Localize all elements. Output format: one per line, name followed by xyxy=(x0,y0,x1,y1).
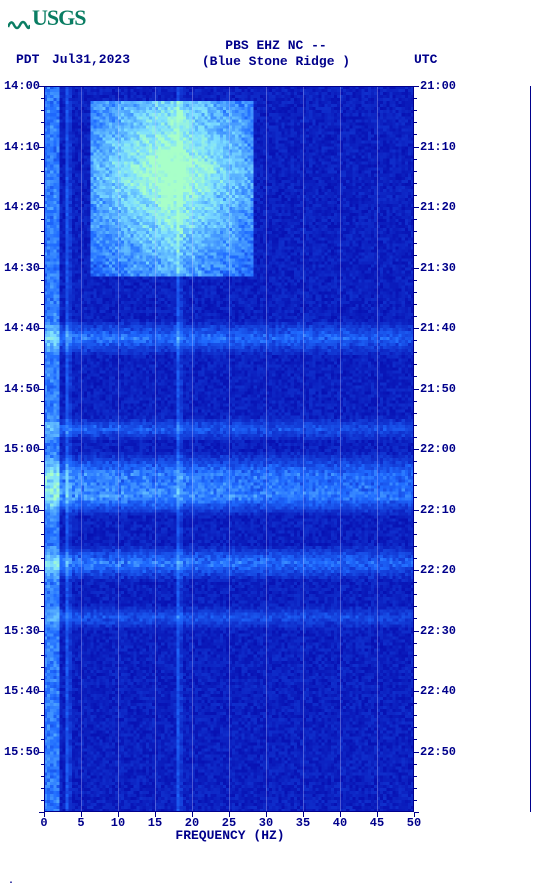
ytick-right: 21:20 xyxy=(420,200,456,214)
ytick-right: 22:50 xyxy=(420,745,456,759)
ytick-right: 22:20 xyxy=(420,563,456,577)
ytick-right: 22:30 xyxy=(420,624,456,638)
gridline xyxy=(340,86,341,812)
logo-text: USGS xyxy=(32,5,85,31)
ytick-left: 14:20 xyxy=(4,200,40,214)
gridline xyxy=(155,86,156,812)
ytick-right: 21:00 xyxy=(420,79,456,93)
ytick-left: 15:30 xyxy=(4,624,40,638)
gridline xyxy=(118,86,119,812)
gridline xyxy=(192,86,193,812)
ytick-left: 15:50 xyxy=(4,745,40,759)
ytick-right: 22:10 xyxy=(420,503,456,517)
footer-mark: . xyxy=(8,876,14,887)
ytick-left: 15:20 xyxy=(4,563,40,577)
x-axis-label: FREQUENCY (HZ) xyxy=(0,828,460,843)
utc-label: UTC xyxy=(414,52,437,67)
ytick-right: 21:10 xyxy=(420,140,456,154)
usgs-logo: USGS xyxy=(8,5,85,31)
ytick-left: 15:10 xyxy=(4,503,40,517)
ytick-right: 21:40 xyxy=(420,321,456,335)
gridline xyxy=(266,86,267,812)
ytick-right: 22:00 xyxy=(420,442,456,456)
ytick-right: 21:50 xyxy=(420,382,456,396)
gridline xyxy=(229,86,230,812)
ytick-right: 21:30 xyxy=(420,261,456,275)
gridline xyxy=(81,86,82,812)
pdt-label: PDT xyxy=(16,52,39,67)
ytick-left: 15:40 xyxy=(4,684,40,698)
gridline xyxy=(303,86,304,812)
ytick-left: 14:30 xyxy=(4,261,40,275)
ytick-left: 14:10 xyxy=(4,140,40,154)
ytick-left: 15:00 xyxy=(4,442,40,456)
ytick-left: 14:40 xyxy=(4,321,40,335)
date-label: Jul31,2023 xyxy=(52,52,130,67)
ytick-right: 22:40 xyxy=(420,684,456,698)
right-bar xyxy=(530,86,531,812)
spectrogram-plot: 14:0014:1014:2014:3014:4014:5015:0015:10… xyxy=(44,86,414,812)
ytick-left: 14:00 xyxy=(4,79,40,93)
ytick-left: 14:50 xyxy=(4,382,40,396)
gridline xyxy=(377,86,378,812)
wave-icon xyxy=(8,11,30,25)
